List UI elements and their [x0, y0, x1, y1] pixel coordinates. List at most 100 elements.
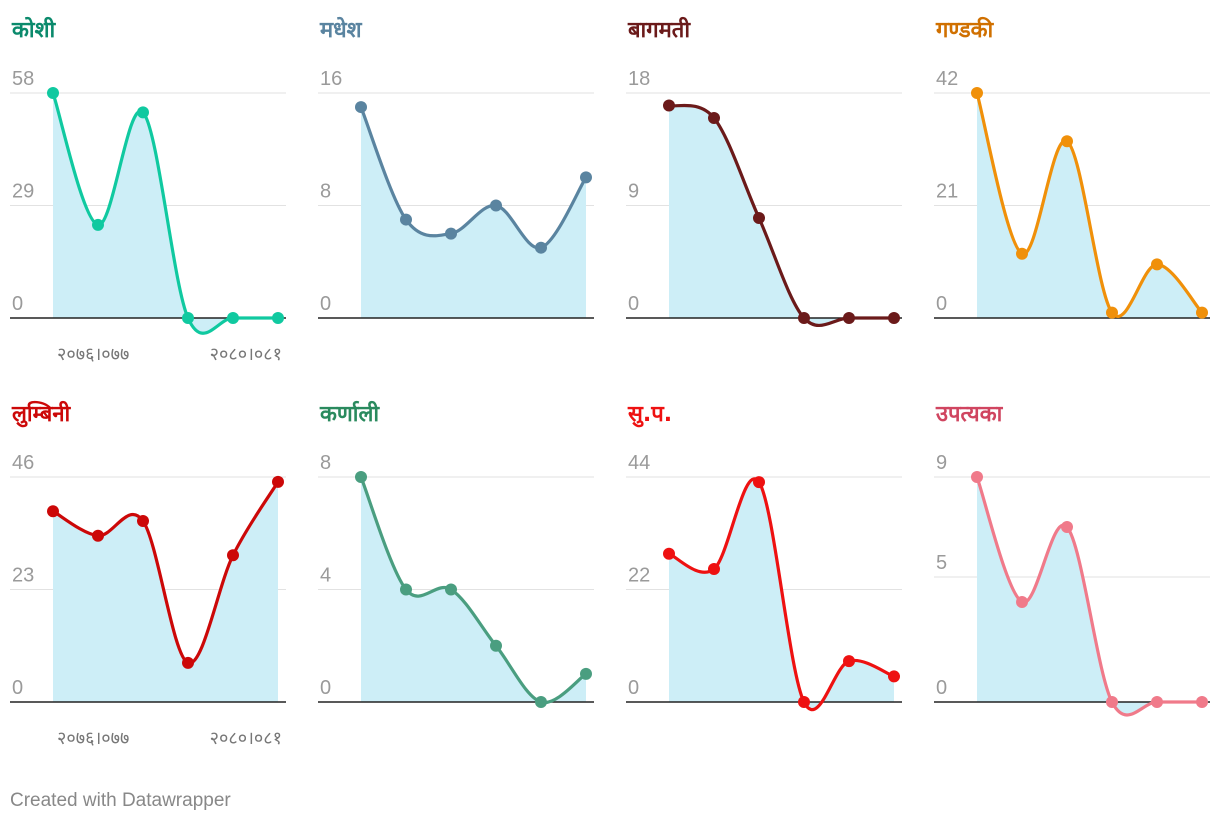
chart-panel: लुम्बिनी 46 23 0 २०७६।०७७ २०८०।०८१ — [10, 392, 300, 762]
chart-title: बागमती — [628, 18, 691, 43]
data-point — [1106, 306, 1118, 319]
data-point — [227, 312, 239, 324]
data-point — [182, 656, 194, 669]
chart-panel: सु.प. 44 22 0 — [626, 392, 916, 762]
chart-panel: उपत्यका 9 5 0 — [934, 392, 1220, 762]
y-tick-label: 0 — [936, 293, 947, 315]
area-fill — [361, 107, 586, 318]
area-fill — [53, 481, 278, 702]
data-point — [1061, 135, 1073, 148]
y-tick-label: 5 — [936, 552, 947, 574]
x-tick-label: २०८०।०८१ — [210, 728, 282, 749]
x-tick-label: २०७६।०७७ — [57, 344, 129, 365]
area-fill — [977, 93, 1202, 318]
footer-credit: Created with Datawrapper — [10, 790, 231, 811]
data-point — [400, 213, 412, 226]
y-tick-label: 0 — [628, 293, 639, 315]
data-point — [227, 549, 239, 562]
area-fill — [977, 477, 1202, 715]
data-point — [1061, 521, 1073, 533]
data-point — [1016, 596, 1028, 608]
y-tick-label: 44 — [628, 452, 650, 474]
y-tick-label: 0 — [628, 677, 639, 699]
data-point — [663, 547, 675, 560]
y-tick-label: 22 — [628, 565, 650, 587]
line-chart-svg: 9 5 0 — [934, 452, 1210, 717]
data-point — [182, 312, 194, 324]
data-point — [92, 218, 104, 231]
chart-title: कोशी — [12, 18, 56, 43]
data-point — [535, 241, 547, 254]
series-line — [359, 105, 588, 250]
data-point — [535, 696, 547, 708]
area-fill — [361, 477, 586, 703]
y-tick-label: 23 — [12, 565, 34, 587]
data-point — [490, 199, 502, 212]
chart-title: कर्णाली — [320, 402, 380, 427]
chart-panel: गण्डकी 42 21 0 — [934, 8, 1220, 378]
data-point — [1151, 258, 1163, 271]
y-tick-label: 9 — [628, 181, 639, 203]
data-point — [1106, 696, 1118, 708]
data-point — [47, 87, 59, 99]
data-point — [355, 101, 367, 114]
data-point — [1196, 306, 1208, 319]
y-tick-label: 8 — [320, 452, 331, 474]
chart-panel: मधेश 16 8 0 — [318, 8, 608, 378]
line-chart-svg: 44 22 0 — [626, 452, 902, 712]
y-tick-label: 4 — [320, 565, 331, 587]
chart-panel: कोशी 58 29 0 २०७६।०७७ २०८०।०८१ — [10, 8, 300, 378]
chart-panel: बागमती 18 9 0 — [626, 8, 916, 378]
data-point — [580, 667, 592, 680]
data-point — [798, 696, 810, 708]
y-tick-label: 0 — [320, 677, 331, 699]
x-tick-label: २०७६।०७७ — [57, 728, 129, 749]
y-tick-label: 29 — [12, 181, 34, 203]
x-tick-label: २०८०।०८१ — [210, 344, 282, 365]
line-chart-svg: 58 29 0 २०७६।०७७ २०८०।०८१ — [10, 68, 286, 365]
data-point — [843, 655, 855, 668]
data-point — [580, 171, 592, 184]
chart-title: गण्डकी — [936, 18, 994, 43]
data-point — [137, 106, 149, 119]
chart-title: उपत्यका — [936, 402, 1003, 427]
y-tick-label: 58 — [12, 68, 34, 90]
line-chart-svg: 46 23 0 २०७६।०७७ २०८०।०८१ — [10, 452, 286, 749]
data-point — [708, 112, 720, 124]
y-tick-label: 18 — [628, 68, 650, 90]
data-point — [400, 583, 412, 596]
y-tick-label: 46 — [12, 452, 34, 474]
data-point — [92, 529, 104, 542]
data-point — [1016, 247, 1028, 260]
data-point — [47, 505, 59, 518]
chart-title: लुम्बिनी — [12, 402, 71, 427]
data-point — [753, 476, 765, 489]
data-point — [708, 563, 720, 576]
y-tick-label: 0 — [936, 677, 947, 699]
y-tick-label: 21 — [936, 181, 958, 203]
data-point — [445, 227, 457, 240]
y-tick-label: 0 — [12, 677, 23, 699]
y-tick-label: 0 — [12, 293, 23, 315]
data-point — [798, 312, 810, 324]
data-point — [137, 515, 149, 528]
y-tick-label: 9 — [936, 452, 947, 474]
data-point — [272, 312, 284, 324]
data-point — [355, 471, 367, 483]
data-point — [888, 312, 900, 324]
data-point — [888, 670, 900, 683]
data-point — [490, 639, 502, 652]
data-point — [663, 99, 675, 112]
data-point — [971, 471, 983, 483]
y-tick-label: 8 — [320, 181, 331, 203]
y-tick-label: 16 — [320, 68, 342, 90]
y-tick-label: 0 — [320, 293, 331, 315]
line-chart-svg: 8 4 0 — [318, 452, 594, 708]
area-fill — [669, 105, 894, 326]
data-point — [753, 212, 765, 224]
data-point — [445, 583, 457, 596]
chart-panel: कर्णाली 8 4 0 — [318, 392, 608, 762]
